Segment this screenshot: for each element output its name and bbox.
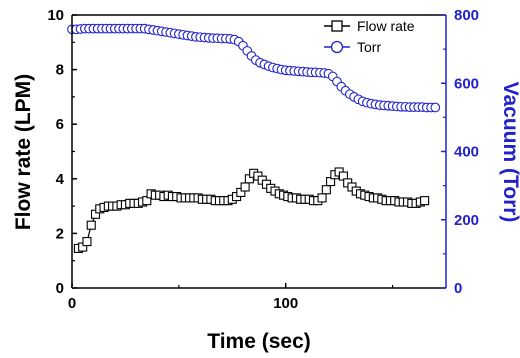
flow-point [317, 193, 327, 203]
torr-point [430, 102, 441, 113]
y-tick-label-right: 600 [454, 75, 479, 92]
y-tick-label-right: 400 [454, 144, 479, 161]
y-axis-title-left: Flow rate (LPM) [12, 74, 35, 230]
y-tick-label-left: 2 [56, 225, 64, 242]
legend-flow-marker [331, 20, 343, 32]
x-tick-label: 100 [273, 295, 298, 312]
y-tick-label-right: 200 [454, 212, 479, 229]
flow-point [86, 220, 96, 230]
x-axis-title: Time (sec) [207, 330, 311, 353]
legend-torr-marker [330, 40, 344, 54]
y-tick-label-left: 6 [56, 116, 64, 133]
flow-point [240, 182, 250, 192]
legend: Flow rate Torr [324, 18, 415, 55]
flow-point [420, 196, 430, 206]
flow-point [321, 185, 331, 195]
y-tick-label-left: 0 [56, 280, 64, 297]
y-tick-label-right: 800 [454, 7, 479, 24]
legend-flow-label: Flow rate [357, 18, 415, 34]
series-torr [67, 23, 441, 113]
x-tick-label: 0 [68, 295, 76, 312]
flow-line [78, 171, 425, 249]
y-tick-label-left: 10 [47, 7, 64, 24]
legend-torr-label: Torr [357, 39, 381, 55]
flow-point [82, 237, 92, 247]
y-tick-label-left: 4 [56, 171, 65, 188]
axes [71, 14, 447, 289]
series-flow [73, 167, 430, 253]
y-tick-label-left: 8 [56, 62, 64, 79]
y-tick-label-right: 0 [454, 280, 462, 297]
y-axis-title-right: Vacuum (Torr) [499, 82, 520, 223]
